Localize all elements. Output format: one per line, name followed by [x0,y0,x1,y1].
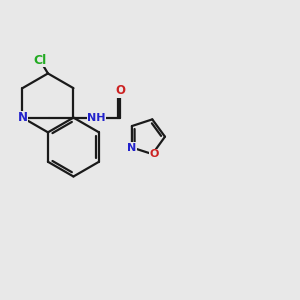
Text: Cl: Cl [33,54,46,67]
Text: O: O [115,84,125,97]
Text: O: O [149,149,159,159]
Text: N: N [17,111,27,124]
Text: N: N [127,142,136,152]
Text: NH: NH [87,112,106,123]
